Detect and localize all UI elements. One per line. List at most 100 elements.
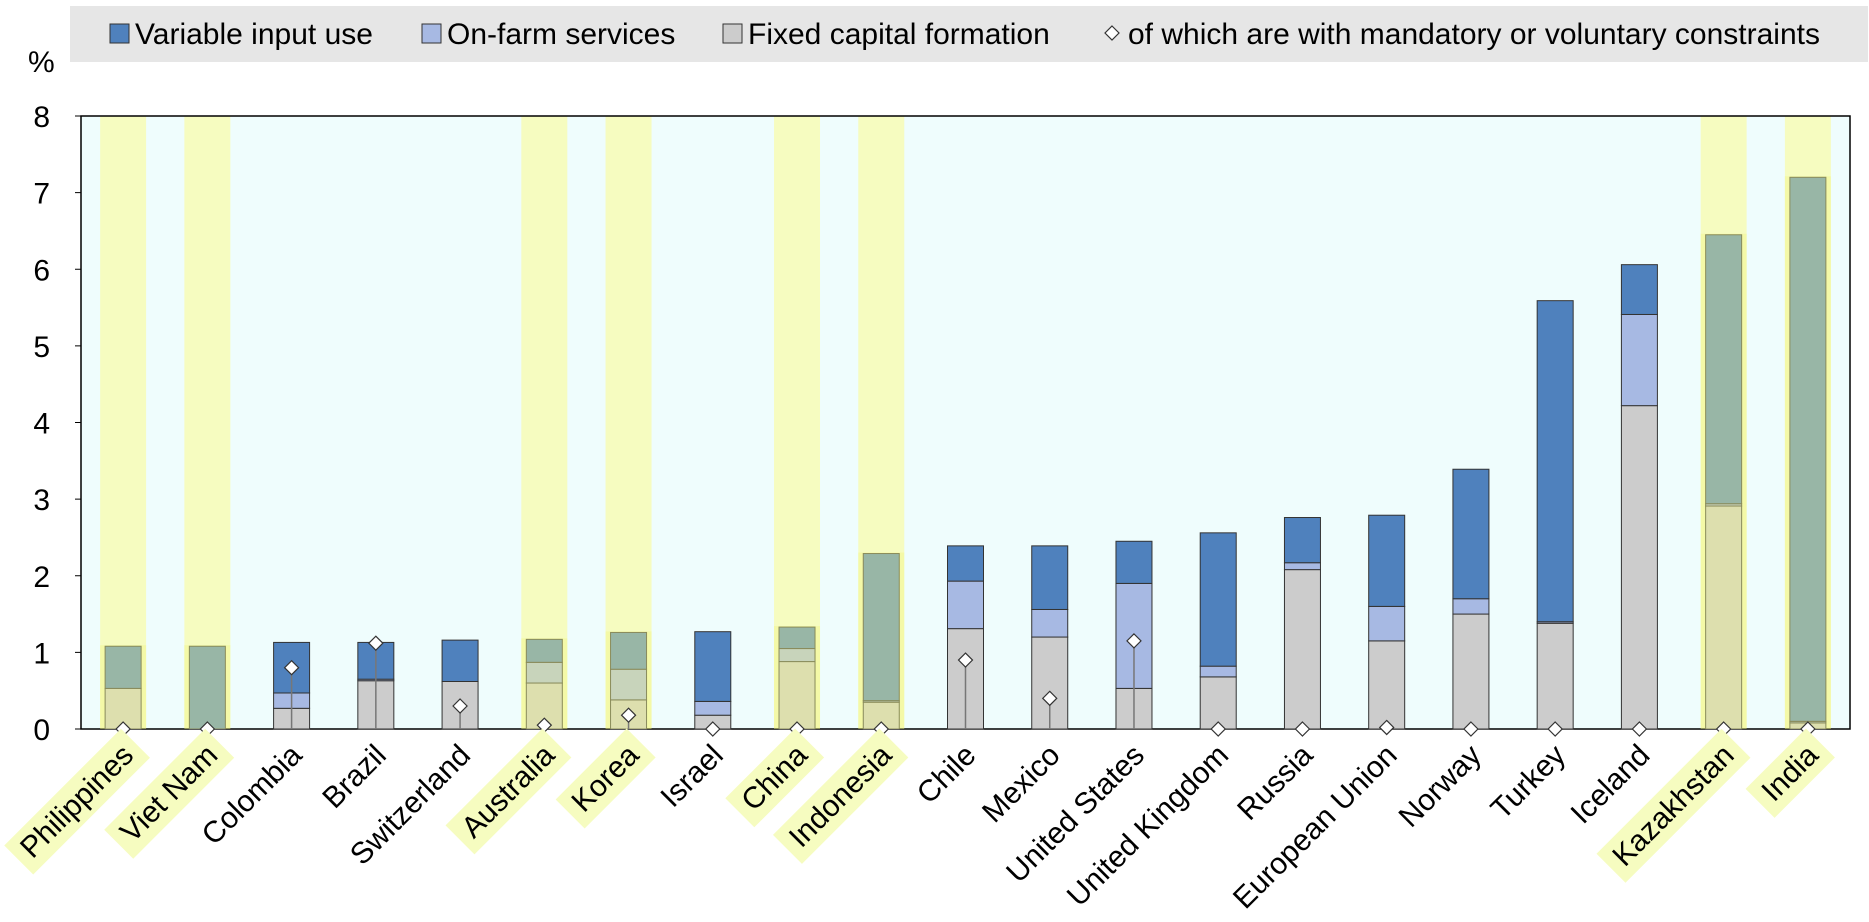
bar-segment xyxy=(1368,640,1406,730)
bar-segment xyxy=(104,645,142,689)
x-tick-label-highlight xyxy=(555,728,656,829)
bar-segment xyxy=(1283,517,1321,564)
constraint-marker xyxy=(283,659,300,676)
x-tick-label-highlight xyxy=(4,728,150,875)
constraint-marker xyxy=(620,707,637,724)
highlight-overlay xyxy=(1700,233,1747,730)
bar-segment xyxy=(610,668,648,701)
constraint-marker xyxy=(1041,690,1058,707)
bar-segment xyxy=(610,631,648,670)
y-tick-label: 6 xyxy=(33,254,50,287)
x-tick-label-group: Brazil xyxy=(316,739,392,815)
bar-segment xyxy=(694,700,732,716)
constraint-marker xyxy=(1126,633,1142,649)
constraint-marker xyxy=(1463,721,1479,737)
bar-segment xyxy=(1368,514,1406,607)
bar-segment xyxy=(1115,540,1153,584)
x-tick-label-group: Turkey xyxy=(1485,739,1572,826)
highlight-band xyxy=(100,116,147,729)
bar-segment xyxy=(1705,234,1743,505)
bar-segment xyxy=(441,639,479,682)
y-tick-label: 3 xyxy=(33,484,50,517)
bar-segment xyxy=(1789,176,1827,722)
highlight-overlay xyxy=(1784,176,1831,730)
bar-segment xyxy=(1283,569,1321,730)
bar-segment xyxy=(1536,300,1574,623)
bar-segment xyxy=(1199,665,1237,678)
bar-segment xyxy=(694,631,732,702)
bar-segment xyxy=(1199,532,1237,667)
bar-segment xyxy=(1031,545,1069,610)
y-tick-label: 4 xyxy=(33,408,50,441)
x-tick-label-group: Israel xyxy=(655,739,730,814)
y-tick-label: 1 xyxy=(33,637,50,670)
x-tick-label-highlight xyxy=(772,728,909,864)
x-tick-label: Israel xyxy=(655,739,730,814)
bar-segment xyxy=(1452,598,1490,615)
highlight-overlay xyxy=(774,626,821,729)
constraint-marker xyxy=(704,721,721,737)
constraint-marker xyxy=(1547,721,1564,737)
bar-segment xyxy=(862,553,900,702)
bar-segment xyxy=(1536,622,1574,730)
x-tick-label: Chile xyxy=(911,739,983,811)
y-tick-label: 5 xyxy=(33,331,50,364)
constraint-marker xyxy=(1294,721,1311,737)
highlight-overlay xyxy=(184,645,231,729)
bar-segment xyxy=(947,580,984,630)
highlight-overlay xyxy=(521,638,568,729)
constraint-marker xyxy=(957,652,974,668)
constraint-marker xyxy=(1631,721,1648,737)
x-tick-label-highlight xyxy=(1745,728,1835,818)
legend-label: Fixed capital formation xyxy=(748,18,1050,51)
highlight-band xyxy=(184,116,231,729)
x-tick-label: Norway xyxy=(1393,739,1488,834)
y-tick-label: 8 xyxy=(33,101,50,134)
highlight-band xyxy=(605,116,652,729)
highlight-overlay xyxy=(100,645,147,729)
x-tick-label-highlight xyxy=(1596,728,1751,883)
x-tick-label-group: Korea xyxy=(555,728,656,829)
y-axis-unit: % xyxy=(28,46,55,79)
constraint-marker xyxy=(1378,719,1395,736)
x-tick-label-group: Chile xyxy=(911,739,983,811)
highlight-band xyxy=(521,116,568,729)
bar-segment xyxy=(947,545,984,582)
bar-segment xyxy=(1620,405,1658,730)
y-tick-label: 7 xyxy=(33,178,50,211)
x-tick-label-highlight xyxy=(104,728,235,859)
bar-segment xyxy=(1199,676,1237,730)
bar-segment xyxy=(1705,505,1743,730)
bar-segment xyxy=(1620,264,1658,315)
legend-marker xyxy=(1104,25,1120,41)
y-tick-label: 0 xyxy=(33,714,50,747)
bar-segment xyxy=(1368,605,1406,642)
highlight-overlay xyxy=(858,552,905,729)
x-tick-label: Turkey xyxy=(1485,739,1572,826)
legend-swatch xyxy=(421,23,442,44)
bar-segment xyxy=(1031,608,1069,638)
bar-segment xyxy=(1620,313,1658,407)
legend-background xyxy=(70,6,1868,62)
constraint-marker xyxy=(367,635,384,652)
x-tick-label-group: China xyxy=(725,728,825,828)
legend-label: Variable input use xyxy=(135,18,373,51)
x-tick-label-group: India xyxy=(1745,728,1835,818)
x-tick-label-highlight xyxy=(445,728,572,855)
y-tick-label: 2 xyxy=(33,561,50,594)
bar-segment xyxy=(1452,468,1490,600)
x-tick-label: Australia xyxy=(455,738,561,844)
bar-segment xyxy=(188,645,226,730)
x-tick-label-highlight xyxy=(725,728,825,828)
constraint-marker xyxy=(1210,721,1227,737)
bar-segment xyxy=(1452,613,1490,730)
constraint-marker xyxy=(452,698,468,714)
legend-swatch xyxy=(722,23,743,44)
bar-segment xyxy=(1283,562,1321,571)
x-tick-label-group: Australia xyxy=(445,728,572,855)
x-tick-label-group: Norway xyxy=(1393,739,1488,834)
bar-segment xyxy=(778,626,816,650)
legend-swatch xyxy=(109,23,130,44)
x-tick-label: Brazil xyxy=(316,739,392,815)
